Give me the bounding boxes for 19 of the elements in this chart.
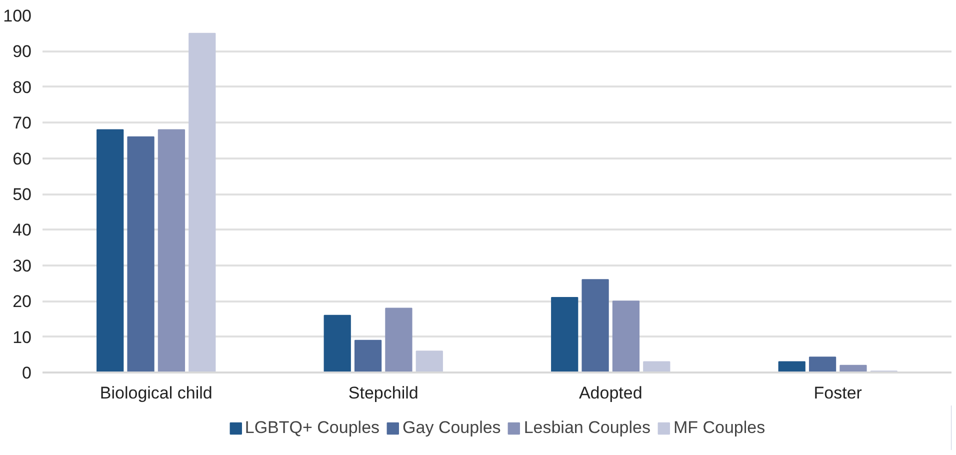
y-tick-label: 100 [3,6,32,26]
x-tick-label: Stepchild [348,384,418,402]
legend-label: LGBTQ+ Couples [244,418,380,438]
y-tick-label: 0 [22,364,32,382]
legend-label: MF Couples [673,418,766,438]
y-tick-label: 60 [12,149,32,168]
y-tick-label: 20 [12,292,32,312]
y-tick-label: 90 [12,42,32,62]
y-tick-label: 10 [12,328,32,347]
x-tick-label: Biological child [100,384,212,402]
legend-label: Lesbian Couples [524,418,650,438]
y-tick-label: 50 [12,185,32,204]
y-tick-label: 40 [12,220,32,240]
y-tick-label: 70 [12,114,32,133]
x-tick-label: Adopted [578,384,642,402]
legend-label: Gay Couples [402,418,501,438]
x-tick-label: Foster [814,384,862,402]
y-tick-label: 30 [12,256,32,276]
y-tick-label: 80 [12,78,32,97]
